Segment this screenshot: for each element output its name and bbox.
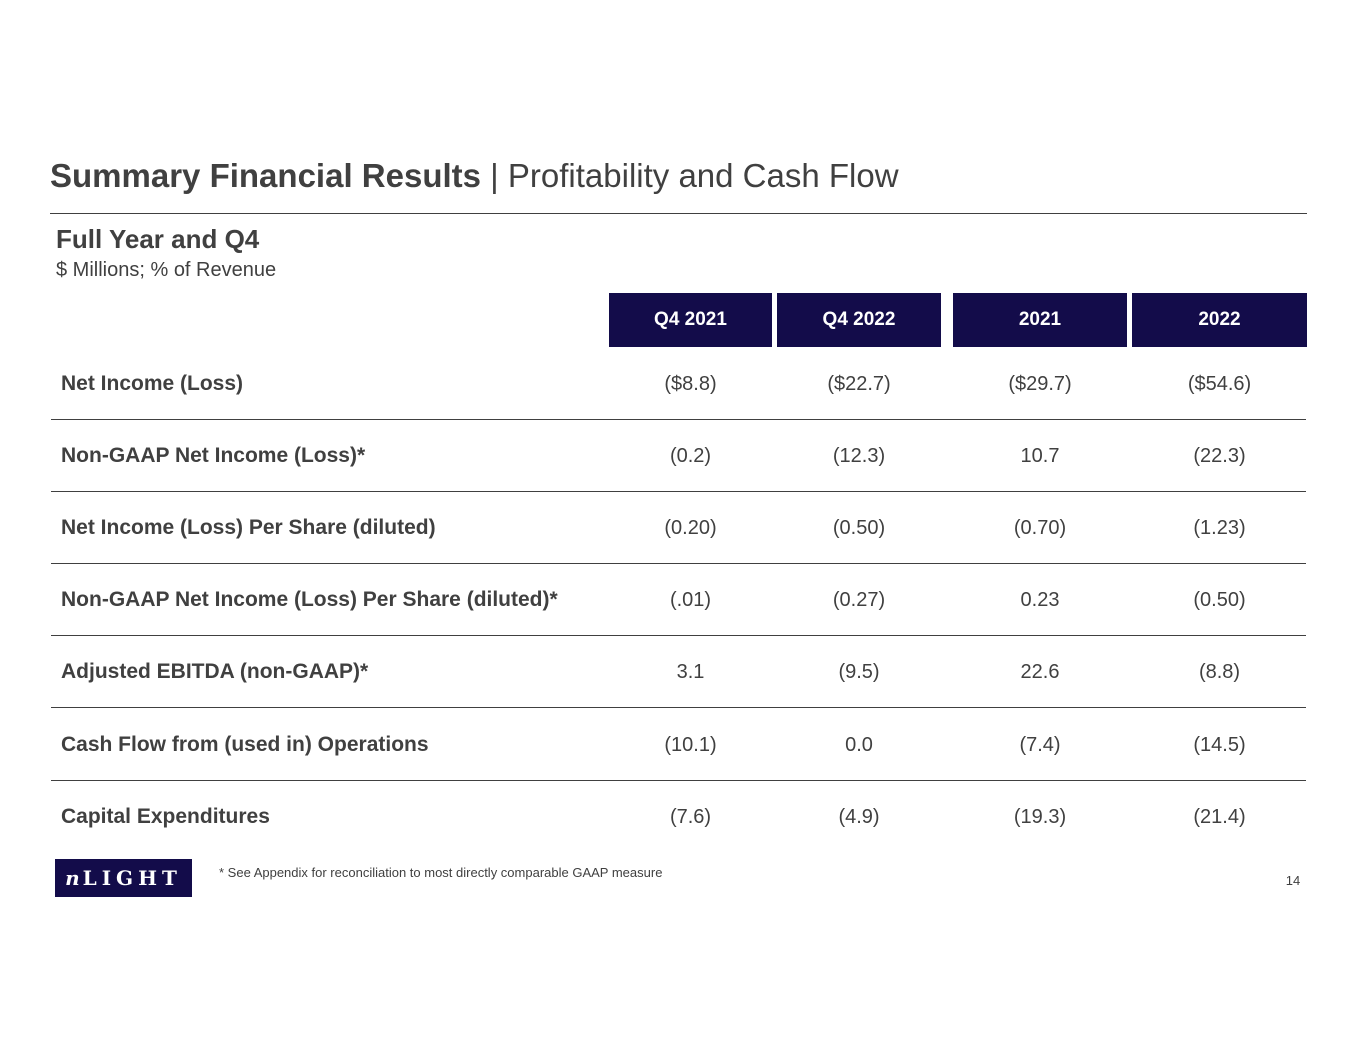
table-cell: 3.1	[676, 660, 705, 683]
row-divider	[51, 707, 1306, 708]
table-cell: (4.9)	[838, 805, 880, 828]
row-label: Adjusted EBITDA (non-GAAP)*	[61, 660, 369, 683]
table-cell: (7.6)	[669, 805, 712, 828]
table-row: Adjusted EBITDA (non-GAAP)* 3.1 (9.5) 22…	[51, 636, 1306, 708]
table-cell: (0.27)	[832, 588, 886, 611]
table-cell: (22.3)	[1193, 444, 1246, 467]
column-header-2021: 2021	[953, 293, 1127, 347]
table-cell: (0.20)	[664, 516, 717, 539]
row-divider	[51, 563, 1306, 564]
table-cell: ($54.6)	[1187, 372, 1252, 395]
page-title-sub: | Profitability and Cash Flow	[480, 157, 899, 194]
table-cell: (8.8)	[1198, 660, 1241, 683]
table-cell: (0.2)	[669, 444, 712, 467]
row-label: Non-GAAP Net Income (Loss) Per Share (di…	[61, 588, 558, 611]
table-row: Non-GAAP Net Income (Loss)* (0.2) (12.3)…	[51, 420, 1306, 492]
page-title: Summary Financial Results | Profitabilit…	[50, 156, 899, 196]
table-cell: 10.7	[1020, 444, 1060, 467]
page-number: 14	[1285, 873, 1301, 888]
row-label: Cash Flow from (used in) Operations	[61, 733, 429, 756]
table-cell: 22.6	[1020, 660, 1060, 683]
logo-text: LIGHT	[82, 866, 182, 890]
table-cell: (10.1)	[664, 733, 717, 756]
row-divider	[51, 780, 1306, 781]
page-title-main: Summary Financial Results	[50, 157, 481, 194]
table-cell: (0.50)	[832, 516, 886, 539]
table-cell: 0.0	[845, 733, 873, 756]
table-row: Net Income (Loss) ($8.8) ($22.7) ($29.7)…	[51, 348, 1306, 420]
table-cell: (0.70)	[1013, 516, 1067, 539]
table-cell: (12.3)	[832, 444, 886, 467]
row-label: Net Income (Loss)	[61, 372, 244, 395]
table-cell: (7.4)	[1019, 733, 1061, 756]
table-cell: (9.5)	[838, 660, 880, 683]
table-cell: 0.23	[1020, 588, 1060, 611]
column-header-q4-2022: Q4 2022	[777, 293, 941, 347]
table-cell: ($29.7)	[1008, 372, 1072, 395]
table-cell: (.01)	[669, 588, 712, 611]
table-row: Cash Flow from (used in) Operations (10.…	[51, 709, 1306, 781]
unit-note: $ Millions; % of Revenue	[56, 259, 277, 281]
row-label: Capital Expenditures	[61, 805, 270, 828]
table-cell: (0.50)	[1193, 588, 1246, 611]
table-cell: (14.5)	[1193, 733, 1246, 756]
row-divider	[51, 419, 1306, 420]
table-cell: (1.23)	[1193, 516, 1246, 539]
table-row: Non-GAAP Net Income (Loss) Per Share (di…	[51, 564, 1306, 636]
row-label: Non-GAAP Net Income (Loss)*	[61, 444, 366, 467]
row-label: Net Income (Loss) Per Share (diluted)	[61, 516, 436, 539]
table-cell: ($8.8)	[664, 372, 717, 395]
footnote: * See Appendix for reconciliation to mos…	[219, 865, 663, 880]
nlight-logo: n LIGHT	[55, 859, 192, 897]
row-divider	[51, 491, 1306, 492]
table-row: Net Income (Loss) Per Share (diluted) (0…	[51, 492, 1306, 564]
row-divider	[51, 635, 1306, 636]
table-row: Capital Expenditures (7.6) (4.9) (19.3) …	[51, 781, 1306, 853]
section-subtitle: Full Year and Q4	[56, 224, 260, 254]
column-header-q4-2021: Q4 2021	[609, 293, 772, 347]
table-cell: (19.3)	[1013, 805, 1067, 828]
logo-n: n	[65, 866, 83, 890]
table-cell: (21.4)	[1193, 805, 1246, 828]
column-header-2022: 2022	[1132, 293, 1307, 347]
title-divider	[50, 213, 1307, 214]
table-cell: ($22.7)	[827, 372, 891, 395]
